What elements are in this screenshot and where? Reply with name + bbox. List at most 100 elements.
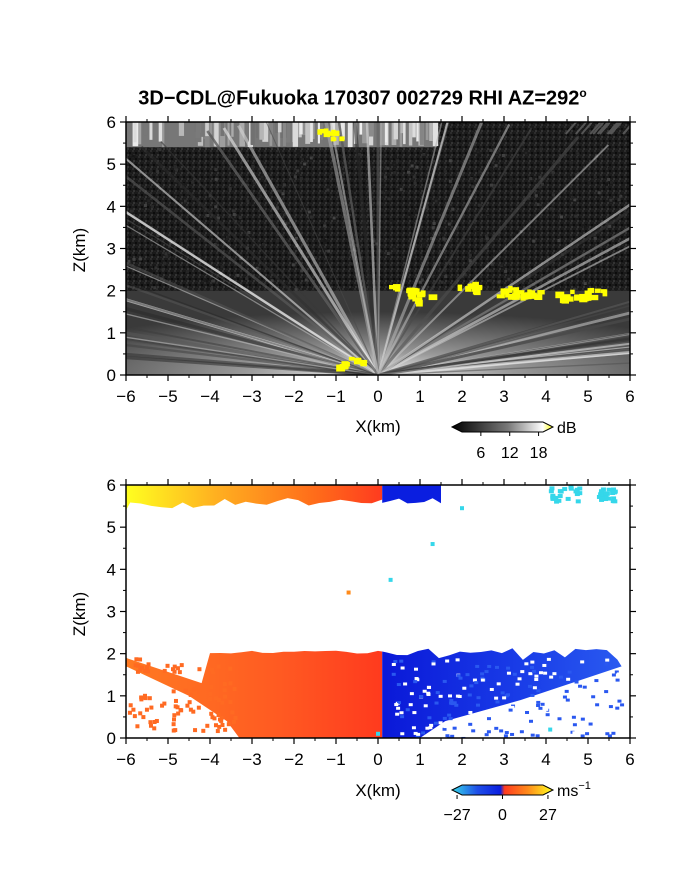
noise-speckle <box>301 158 305 162</box>
noise-speckle <box>390 218 394 222</box>
isolated-point <box>548 727 553 732</box>
strong-echo-point <box>505 294 512 298</box>
echo-streak <box>379 122 385 146</box>
noise-speckle <box>440 211 444 215</box>
cyan-patch-pixel <box>611 487 617 492</box>
cyan-patch-pixel <box>577 486 583 491</box>
noise-speckle <box>309 215 313 219</box>
noise-speckle <box>153 286 157 290</box>
velocity-pixel <box>127 710 132 715</box>
velocity-pixel <box>445 734 450 738</box>
noise-speckle <box>575 173 579 177</box>
noise-speckle <box>504 269 508 273</box>
velocity-pixel <box>421 731 426 735</box>
beam-ray <box>377 311 630 375</box>
noise-speckle <box>497 280 501 284</box>
velocity-pixel <box>541 699 546 703</box>
strong-echo-point <box>407 287 415 291</box>
noise-speckle <box>393 171 397 175</box>
noise-speckle <box>538 175 542 179</box>
noise-speckle <box>488 279 492 283</box>
velocity-pixel <box>450 734 455 738</box>
noise-speckle <box>129 209 133 213</box>
noise-speckle <box>253 182 257 186</box>
colorbar-tick-label: 27 <box>539 807 557 824</box>
velocity-pixel <box>506 666 511 670</box>
cyan-patch-pixel <box>562 487 568 492</box>
noise-speckle <box>340 256 344 260</box>
noise-speckle <box>434 199 438 203</box>
noise-speckle <box>415 165 419 169</box>
velocity-pixel <box>223 727 228 732</box>
noise-speckle <box>214 168 218 172</box>
noise-speckle <box>214 205 218 209</box>
velocity-pixel <box>136 663 141 668</box>
noise-speckle <box>583 282 587 286</box>
isolated-point <box>430 542 435 547</box>
velocity-panel: −6 −5 −4 −3 −2 −1 0 1 2 3 4 5 6 0 1 2 3 4 5 6 X(km) Z(km) −… <box>70 476 636 824</box>
x-tick-label: 1 <box>415 387 424 406</box>
velocity-pixel <box>133 663 138 668</box>
beam-ray <box>140 145 379 375</box>
noise-speckle <box>328 175 332 179</box>
echo-streak <box>580 122 594 135</box>
velocity-pixel <box>214 696 219 701</box>
noise-speckle <box>536 203 540 207</box>
noise-speckle <box>485 246 489 250</box>
x-tick-label: −1 <box>326 387 345 406</box>
velocity-pixel <box>426 685 431 689</box>
velocity-pixel <box>425 726 430 730</box>
velocity-pixel <box>191 709 196 714</box>
velocity-pixel <box>173 698 178 703</box>
velocity-pixel <box>500 691 505 695</box>
beam-ray <box>377 317 630 375</box>
noise-speckle <box>208 194 212 198</box>
noise-speckle <box>523 250 527 254</box>
velocity-pixel <box>209 684 214 689</box>
noise-speckle <box>198 254 202 258</box>
noise-speckle <box>299 177 303 181</box>
beam-ray <box>376 122 484 375</box>
velocity-pixel <box>152 726 157 731</box>
cyan-patch-pixel <box>599 496 605 501</box>
noise-speckle <box>296 152 300 156</box>
velocity-pixel <box>456 674 461 678</box>
velocity-pixel <box>447 713 452 717</box>
velocity-pixel <box>195 685 200 690</box>
velocity-pixel <box>452 701 457 705</box>
strong-echo-point <box>508 285 513 293</box>
isolated-point <box>388 577 393 582</box>
velocity-pixel <box>515 682 520 686</box>
velocity-pixel <box>138 657 143 662</box>
velocity-pixel <box>148 720 153 725</box>
velocity-pixel <box>620 703 625 707</box>
velocity-pixel <box>139 665 144 670</box>
noise-speckle <box>470 179 474 183</box>
noise-speckle <box>406 152 410 156</box>
noise-speckle <box>525 288 529 292</box>
noise-speckle <box>251 165 255 169</box>
velocity-pixel <box>558 708 563 712</box>
beam-ray <box>160 140 379 375</box>
velocity-pixel <box>213 723 218 728</box>
echo-streak <box>165 122 169 140</box>
strong-echo-point <box>330 136 335 142</box>
noise-speckle <box>392 247 396 251</box>
velocity-pixel <box>525 710 530 714</box>
echo-streak <box>285 122 291 143</box>
strong-echo-point <box>334 130 340 137</box>
velocity-pixel <box>412 711 417 715</box>
velocity-pixel <box>496 682 501 686</box>
noise-speckle <box>293 175 297 179</box>
noise-speckle <box>456 197 460 201</box>
velocity-pixel <box>171 728 176 733</box>
noise-speckle <box>309 156 313 160</box>
cyan-patch-pixel <box>598 492 604 497</box>
velocity-pixel <box>504 731 509 735</box>
velocity-pixel <box>475 664 480 668</box>
noise-speckle <box>468 253 472 257</box>
velocity-pixel <box>519 730 524 734</box>
beam-ray <box>126 210 379 375</box>
echo-streak <box>247 122 253 148</box>
